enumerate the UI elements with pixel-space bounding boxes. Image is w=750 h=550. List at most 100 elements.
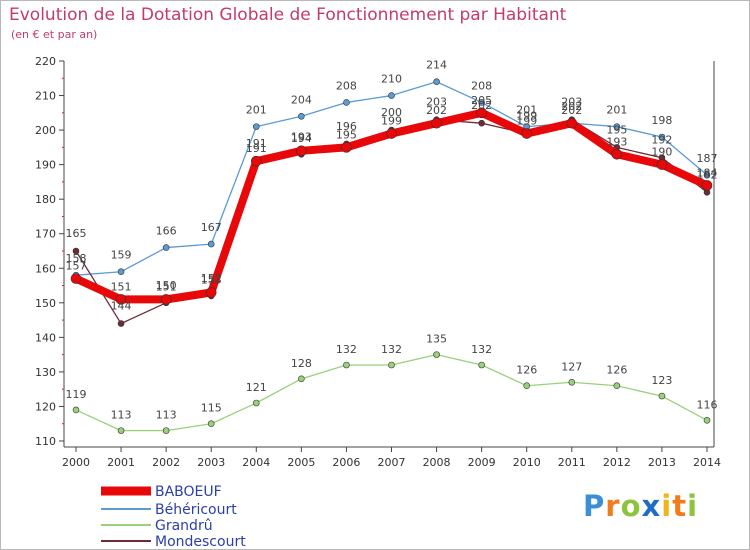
data-label: 195 <box>336 128 357 141</box>
data-label: 135 <box>426 333 447 346</box>
data-label: 151 <box>111 280 132 293</box>
data-point <box>117 268 125 276</box>
data-point <box>431 117 442 129</box>
data-label: 132 <box>381 343 402 356</box>
data-point <box>611 148 623 160</box>
data-label: 116 <box>697 398 718 411</box>
chart-title: Evolution de la Dotation Globale de Fonc… <box>9 5 567 25</box>
data-label: 128 <box>291 357 312 370</box>
data-point <box>658 133 666 141</box>
data-label: 126 <box>606 364 627 377</box>
data-label: 165 <box>66 227 87 240</box>
data-label: 199 <box>516 115 537 128</box>
x-tick-label: 2010 <box>513 456 541 469</box>
x-tick-label: 2013 <box>648 456 676 469</box>
y-tick-label: 220 <box>35 55 56 68</box>
data-label: 199 <box>381 115 402 128</box>
data-label: 205 <box>471 94 492 107</box>
y-tick-label: 190 <box>35 159 56 172</box>
data-point <box>296 145 307 157</box>
y-tick-label: 170 <box>35 228 56 241</box>
data-point <box>205 287 217 298</box>
data-point <box>117 320 125 327</box>
data-point <box>386 128 397 139</box>
data-label: 196 <box>336 120 357 133</box>
data-point <box>521 128 533 139</box>
data-label: 198 <box>651 114 672 127</box>
data-point <box>613 382 621 390</box>
data-label: 123 <box>651 374 672 387</box>
data-point <box>298 112 305 120</box>
data-point <box>388 92 395 99</box>
data-point <box>117 427 125 434</box>
data-label: 201 <box>246 104 267 117</box>
data-point <box>566 117 578 129</box>
data-point <box>343 361 350 369</box>
data-label: 159 <box>111 249 132 262</box>
data-label: 195 <box>606 123 627 136</box>
data-label: 193 <box>606 135 627 148</box>
y-tick-label: 150 <box>35 297 56 310</box>
data-label: 200 <box>381 106 402 119</box>
y-tick-label: 120 <box>35 400 56 413</box>
data-label: 132 <box>336 343 357 356</box>
data-point <box>207 420 215 428</box>
x-tick-label: 2004 <box>242 456 270 469</box>
data-label: 194 <box>291 132 312 145</box>
data-point <box>252 123 260 130</box>
data-point <box>72 406 80 414</box>
chart-subtitle: (en € et par an) <box>11 28 98 41</box>
data-label: 144 <box>111 300 132 313</box>
data-point <box>160 294 172 305</box>
data-point <box>207 240 215 248</box>
data-point <box>433 78 440 86</box>
legend-item-mondescourt: Mondescourt <box>101 534 246 549</box>
data-point <box>341 142 352 153</box>
series-baboeuf <box>70 107 713 305</box>
x-tick-label: 2012 <box>603 456 631 469</box>
data-label: 150 <box>156 279 177 292</box>
legend-item-béhéricourt: Béhéricourt <box>101 502 237 518</box>
data-label: 201 <box>606 104 627 117</box>
x-tick-label: 2011 <box>558 456 586 469</box>
x-tick-label: 2000 <box>62 456 90 469</box>
x-tick-label: 2007 <box>378 456 406 469</box>
data-label: 214 <box>426 59 447 72</box>
data-label: 157 <box>66 260 87 273</box>
legend-label: Béhéricourt <box>155 502 237 518</box>
x-tick-label: 2008 <box>423 456 451 469</box>
data-label: 166 <box>156 225 177 238</box>
series-layer <box>70 78 713 434</box>
data-label: 158 <box>66 252 87 265</box>
data-point <box>656 159 668 170</box>
data-point <box>433 351 440 358</box>
data-point <box>388 361 395 369</box>
data-label: 204 <box>291 93 312 106</box>
data-point <box>115 294 127 305</box>
x-tick-label: 2014 <box>693 456 721 469</box>
y-tick-label: 210 <box>35 90 56 103</box>
data-point <box>478 99 485 106</box>
data-label: 210 <box>381 73 402 86</box>
x-tick-label: 2009 <box>468 456 496 469</box>
data-label: 191 <box>246 137 267 150</box>
data-label: 203 <box>561 96 582 109</box>
data-label: 192 <box>651 134 672 147</box>
data-point <box>298 375 305 383</box>
y-tick-label: 160 <box>35 262 56 275</box>
data-label: 202 <box>561 104 582 117</box>
data-label: 153 <box>201 273 222 286</box>
data-label: 119 <box>66 388 87 401</box>
data-label: 132 <box>471 343 492 356</box>
data-point <box>476 107 487 119</box>
data-label: 182 <box>697 168 718 181</box>
x-tick-label: 2002 <box>152 456 180 469</box>
series-grandrû <box>72 351 711 434</box>
data-label: 187 <box>697 152 718 165</box>
data-label: 193 <box>291 130 312 143</box>
legend-label: Grandrû <box>155 518 213 534</box>
chart-axes: 110 120 130 140 150 160 170 180 190 200 210 220 2000… <box>35 55 721 469</box>
y-tick-label: 180 <box>35 193 56 206</box>
